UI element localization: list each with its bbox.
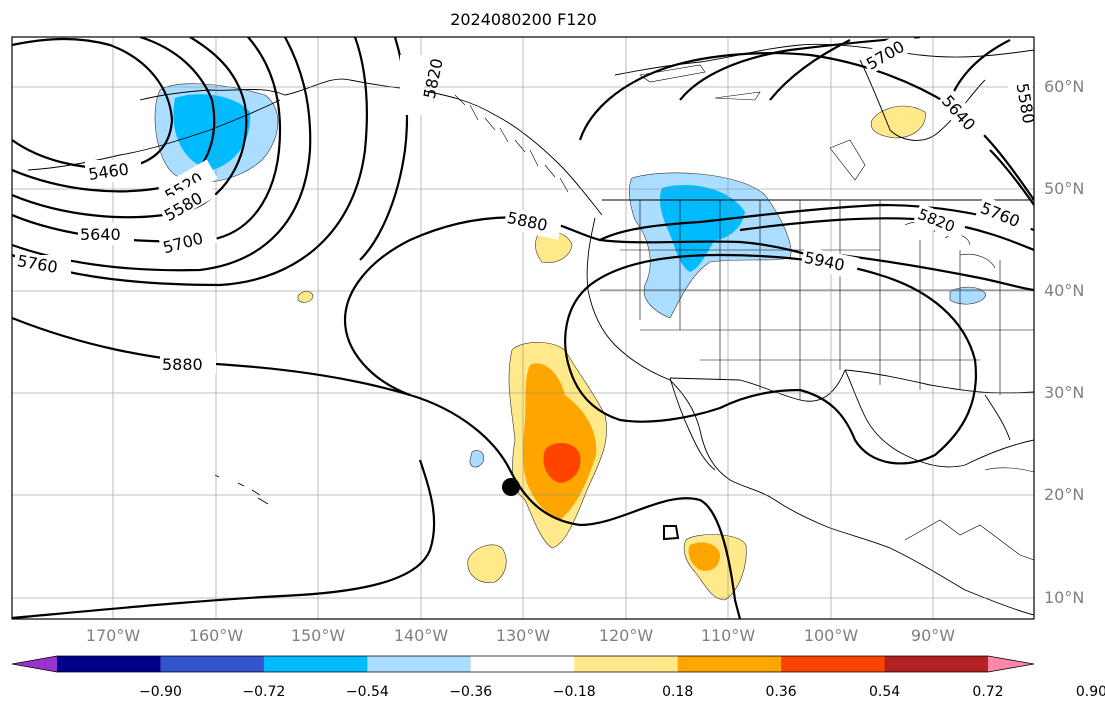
colorbar-segment	[677, 656, 782, 672]
contour-5880-lower	[12, 459, 436, 619]
pos-anomaly-baja-core	[543, 443, 581, 483]
contour-5460	[12, 37, 174, 170]
colorbar-segment	[367, 656, 472, 672]
graticule	[12, 37, 1034, 619]
neg-anomaly-small	[469, 450, 484, 468]
state-borders	[600, 200, 1034, 400]
map-frame	[11, 36, 1035, 620]
gulf-coast-us	[844, 369, 1034, 394]
contour-5700-ne	[679, 37, 921, 101]
contour-5820	[359, 37, 409, 261]
pos-anomaly-mexico-core	[688, 542, 720, 571]
colorbar-extend-min	[12, 656, 57, 672]
colorbar-tick-label: 0.18	[662, 684, 694, 700]
small-closed-contour	[663, 525, 680, 541]
contour-5880-main	[12, 316, 742, 619]
map-title: 2024080200 F120	[450, 10, 597, 29]
canada-arctic-coast	[614, 43, 1034, 76]
baja-peninsula	[669, 377, 716, 471]
colorbar-segment	[160, 656, 265, 672]
colorbar-tick-label: 0.36	[765, 684, 797, 700]
pos-anomaly-hudson	[870, 105, 926, 139]
lon-label-100: 100°W	[803, 626, 859, 645]
contour-5940	[564, 253, 977, 465]
lon-label-160: 160°W	[188, 626, 244, 645]
colorbar-tick-label: 0.72	[972, 684, 1004, 700]
lon-label-110: 110°W	[700, 626, 756, 645]
lat-label-40: 40°N	[1044, 281, 1085, 300]
lon-label-140: 140°W	[393, 626, 449, 645]
contour-5580-ne	[948, 39, 1011, 101]
colorbar-tick-label: −0.90	[138, 684, 182, 700]
mexico-pacific-coast	[774, 499, 1034, 616]
west-coast-us	[586, 217, 776, 501]
colorbar-segment	[884, 656, 989, 672]
colorbar-extend-max	[988, 656, 1034, 672]
neg-anomaly-bering-core	[173, 94, 251, 170]
contour-5760-e	[989, 149, 1034, 206]
pos-anomaly-small-2	[467, 544, 507, 583]
colorbar-tick-label: −0.36	[449, 684, 493, 700]
contour-5820-ne	[599, 203, 1034, 241]
contour-labels: 5460 5520 5580 5640 5700 5760 5820 5880 …	[15, 37, 1039, 374]
contour-label: 5880	[505, 208, 549, 235]
contour-5580	[12, 37, 248, 219]
hawaii	[214, 474, 269, 505]
colorbar-tick-label: 0.54	[868, 684, 901, 700]
contour-5940-ne	[839, 253, 1034, 292]
lat-label-60: 60°N	[1044, 77, 1085, 96]
lat-label-50: 50°N	[1044, 179, 1085, 198]
colorbar-segment	[263, 656, 368, 672]
colorbar-tick-label: −0.72	[242, 684, 286, 700]
anomaly-shading	[154, 83, 987, 601]
map-content: 5460 5520 5580 5640 5700 5760 5820 5880 …	[12, 37, 1039, 619]
pos-anomaly-small-1	[297, 291, 314, 303]
lat-label-30: 30°N	[1044, 383, 1085, 402]
storm-position-dot	[502, 478, 520, 496]
pos-anomaly-baja-mid	[522, 363, 597, 520]
lat-label-10: 10°N	[1044, 588, 1085, 607]
colorbar-tick-label: −0.54	[345, 684, 389, 700]
se-alaska-islands	[454, 94, 569, 193]
colorbar-tick-label: 0.90	[1075, 684, 1105, 700]
mexico-gulf-coast	[844, 369, 1034, 468]
colorbar-segment	[57, 656, 161, 672]
colorbar-outline	[11, 655, 1035, 673]
contour-5760	[12, 37, 369, 287]
neg-anomaly-ohio	[949, 286, 987, 305]
contour-5640-ne	[769, 39, 851, 101]
contour-5700	[12, 37, 312, 272]
lat-label-20: 20°N	[1044, 485, 1085, 504]
contour-label: 5640	[80, 225, 121, 244]
cuba	[984, 467, 1034, 473]
lon-label-90: 90°W	[910, 626, 956, 645]
lon-label-120: 120°W	[598, 626, 654, 645]
central-america	[904, 519, 1034, 561]
contour-label: 5700	[161, 228, 205, 257]
lon-label-150: 150°W	[290, 626, 346, 645]
colorbar	[11, 655, 1035, 673]
colorbar-segment	[781, 656, 886, 672]
colorbar-tick-label: −0.18	[552, 684, 596, 700]
lon-label-130: 130°W	[495, 626, 551, 645]
arctic-islands	[639, 64, 866, 181]
colorbar-segment	[470, 656, 575, 672]
lon-label-170: 170°W	[85, 626, 141, 645]
florida	[984, 394, 1011, 441]
contour-label: 5880	[162, 355, 203, 374]
colorbar-segment	[574, 656, 679, 672]
contour-label: 5580	[1013, 82, 1039, 125]
